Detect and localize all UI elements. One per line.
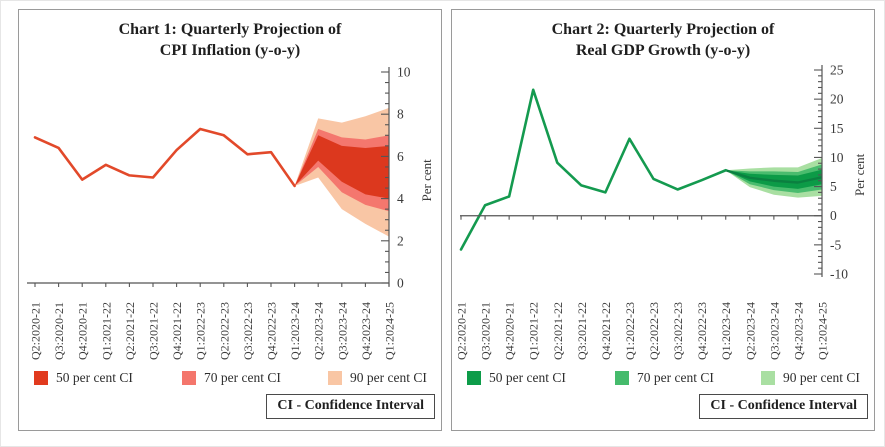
cpi-inflation-chart-panel: Chart 1: Quarterly Projection of CPI Inf…: [18, 9, 442, 431]
x-tick-label: Q1:2021-22: [527, 302, 541, 360]
legend-item-90ci: 90 per cent CI: [761, 370, 860, 386]
cpi-inflation-fan-chart-plot: 0 2 4 6 8 10 Per cent Q2:2020-21 Q3:2020-21 Q4:20…: [27, 65, 434, 360]
chart-1-title-line2: CPI Inflation (y-o-y): [159, 41, 301, 59]
x-tick-label: Q2:2023-24: [743, 302, 757, 360]
chart-2-title-line2: Real GDP Growth (y-o-y): [575, 41, 751, 59]
legend-swatch-90ci: [761, 371, 775, 385]
x-tick-label: Q4:2022-23: [695, 302, 709, 360]
y-axis-title: Per cent: [419, 159, 434, 202]
legend-item-50ci: 50 per cent CI: [467, 370, 566, 386]
y-tick-label: 20: [830, 92, 844, 107]
x-tick-label: Q3:2020-21: [52, 302, 66, 360]
legend-item-90ci: 90 per cent CI: [328, 370, 427, 386]
confidence-band: [294, 135, 389, 199]
actual-data-line: [33, 127, 296, 188]
x-tick-label: Q3:2021-22: [575, 302, 589, 360]
actual-data-line: [459, 88, 728, 251]
y-axis: 0 2 4 6 8 10 Per cent: [381, 65, 434, 291]
y-tick-label: 15: [830, 121, 844, 136]
x-tick-label: Q4:2021-22: [599, 302, 613, 360]
x-tick-label: Q1:2023-24: [288, 302, 302, 360]
x-tick-label: Q3:2023-24: [767, 302, 781, 360]
legend-swatch-70ci: [182, 371, 196, 385]
x-tick-label: Q4:2020-21: [76, 302, 90, 360]
chart-1-title: Chart 1: Quarterly Projection of CPI Inf…: [19, 20, 441, 62]
x-tick-label: Q3:2020-21: [479, 302, 493, 360]
legend-swatch-70ci: [615, 371, 629, 385]
gdp-growth-fan-chart-plot: -10 -5 0 5 10 15 20 25 Per cent Q2:2020-21 Q3:2020…: [455, 63, 868, 361]
legend-label-70ci: 70 per cent CI: [204, 370, 281, 385]
x-tick-label: Q2:2020-21: [455, 302, 469, 360]
x-tick-label: Q2:2021-22: [123, 302, 137, 360]
x-tick-label: Q2:2022-23: [647, 302, 661, 360]
y-tick-label: 4: [397, 191, 404, 206]
y-axis-title: Per cent: [852, 153, 867, 196]
x-axis: Q2:2020-21 Q3:2020-21 Q4:2020-21 Q1:2021-22…: [27, 282, 397, 360]
x-tick-label: Q2:2020-21: [29, 302, 43, 360]
chart-2-title: Chart 2: Quarterly Projection of Real GD…: [452, 20, 874, 62]
y-tick-label: 25: [830, 63, 844, 78]
x-tick-label: Q4:2023-24: [359, 302, 373, 360]
x-tick-label: Q3:2021-22: [147, 302, 161, 360]
projection-mean-line: [725, 169, 823, 184]
chart-1-legend: 50 per cent CI 70 per cent CI 90 per cen…: [19, 370, 441, 390]
y-tick-label: 10: [830, 150, 844, 165]
x-tick-label: Q4:2020-21: [503, 302, 517, 360]
chart-1-title-line1: Chart 1: Quarterly Projection of: [118, 21, 342, 38]
x-tick-label: Q2:2021-22: [551, 302, 565, 360]
y-tick-label: 2: [397, 233, 404, 248]
x-tick-label: Q1:2023-24: [719, 302, 733, 360]
x-tick-label: Q3:2023-24: [335, 302, 349, 360]
ci-abbreviation-note: CI - Confidence Interval: [266, 394, 435, 419]
legend-swatch-50ci: [467, 371, 481, 385]
x-tick-label: Q3:2022-23: [241, 302, 255, 360]
legend-label-50ci: 50 per cent CI: [56, 370, 133, 385]
x-tick-label: Q4:2021-22: [170, 302, 184, 360]
y-tick-label: -10: [830, 267, 848, 282]
y-axis: -10 -5 0 5 10 15 20 25 Per cent: [814, 63, 867, 282]
gdp-growth-chart-panel: Chart 2: Quarterly Projection of Real GD…: [451, 9, 875, 431]
x-tick-label: Q4:2023-24: [791, 302, 805, 360]
x-tick-label: Q1:2024-25: [816, 302, 830, 360]
y-tick-label: 10: [397, 65, 411, 80]
legend-label-90ci: 90 per cent CI: [783, 370, 860, 385]
x-tick-label: Q1:2022-23: [623, 302, 637, 360]
legend-swatch-50ci: [34, 371, 48, 385]
x-tick-label: Q4:2022-23: [265, 302, 279, 360]
chart-2-title-line1: Chart 2: Quarterly Projection of: [551, 21, 775, 38]
x-tick-label: Q1:2022-23: [194, 302, 208, 360]
y-tick-label: 5: [830, 179, 837, 194]
y-tick-label: -5: [830, 237, 841, 252]
x-tick-label: Q1:2024-25: [383, 302, 397, 360]
y-tick-label: 0: [397, 276, 404, 291]
legend-swatch-90ci: [328, 371, 342, 385]
confidence-band: [725, 169, 822, 189]
x-axis: Q2:2020-21 Q3:2020-21 Q4:2020-21 Q1:2021-22…: [455, 215, 830, 360]
legend-item-50ci: 50 per cent CI: [34, 370, 133, 386]
chart-2-legend: 50 per cent CI 70 per cent CI 90 per cen…: [452, 370, 874, 390]
ci-abbreviation-note: CI - Confidence Interval: [699, 394, 868, 419]
y-tick-label: 8: [397, 107, 404, 122]
y-tick-label: 0: [830, 208, 837, 223]
x-tick-label: Q2:2023-24: [312, 302, 326, 360]
legend-label-70ci: 70 per cent CI: [637, 370, 714, 385]
x-tick-label: Q1:2021-22: [99, 302, 113, 360]
x-tick-label: Q3:2022-23: [671, 302, 685, 360]
y-tick-label: 6: [397, 149, 404, 164]
legend-label-50ci: 50 per cent CI: [489, 370, 566, 385]
legend-item-70ci: 70 per cent CI: [182, 370, 281, 386]
legend-label-90ci: 90 per cent CI: [350, 370, 427, 385]
legend-item-70ci: 70 per cent CI: [615, 370, 714, 386]
x-tick-label: Q2:2022-23: [217, 302, 231, 360]
